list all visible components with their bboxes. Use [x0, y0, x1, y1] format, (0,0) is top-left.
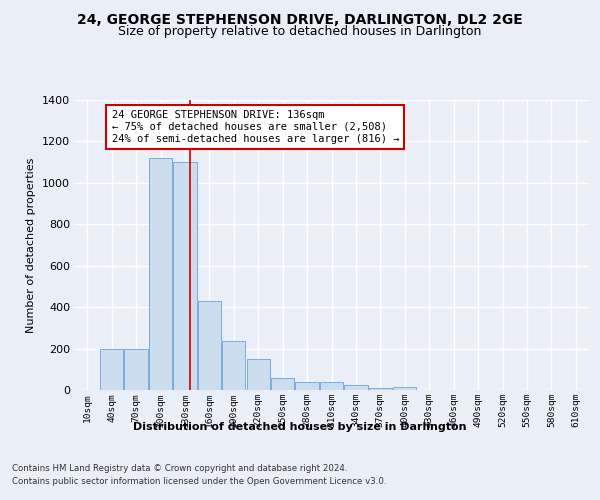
- Text: Contains HM Land Registry data © Crown copyright and database right 2024.: Contains HM Land Registry data © Crown c…: [12, 464, 347, 473]
- Bar: [100, 348, 123, 390]
- Bar: [393, 387, 416, 390]
- Bar: [247, 360, 270, 390]
- Text: Contains public sector information licensed under the Open Government Licence v3: Contains public sector information licen…: [12, 478, 386, 486]
- Bar: [198, 301, 221, 390]
- Bar: [173, 162, 197, 390]
- Bar: [124, 348, 148, 390]
- Bar: [320, 382, 343, 390]
- Text: Distribution of detached houses by size in Darlington: Distribution of detached houses by size …: [133, 422, 467, 432]
- Bar: [369, 388, 392, 390]
- Bar: [295, 382, 319, 390]
- Text: 24 GEORGE STEPHENSON DRIVE: 136sqm
← 75% of detached houses are smaller (2,508)
: 24 GEORGE STEPHENSON DRIVE: 136sqm ← 75%…: [112, 110, 399, 144]
- Bar: [271, 378, 294, 390]
- Text: Size of property relative to detached houses in Darlington: Size of property relative to detached ho…: [118, 25, 482, 38]
- Y-axis label: Number of detached properties: Number of detached properties: [26, 158, 37, 332]
- Bar: [222, 342, 245, 390]
- Bar: [149, 158, 172, 390]
- Text: 24, GEORGE STEPHENSON DRIVE, DARLINGTON, DL2 2GE: 24, GEORGE STEPHENSON DRIVE, DARLINGTON,…: [77, 12, 523, 26]
- Bar: [344, 385, 368, 390]
